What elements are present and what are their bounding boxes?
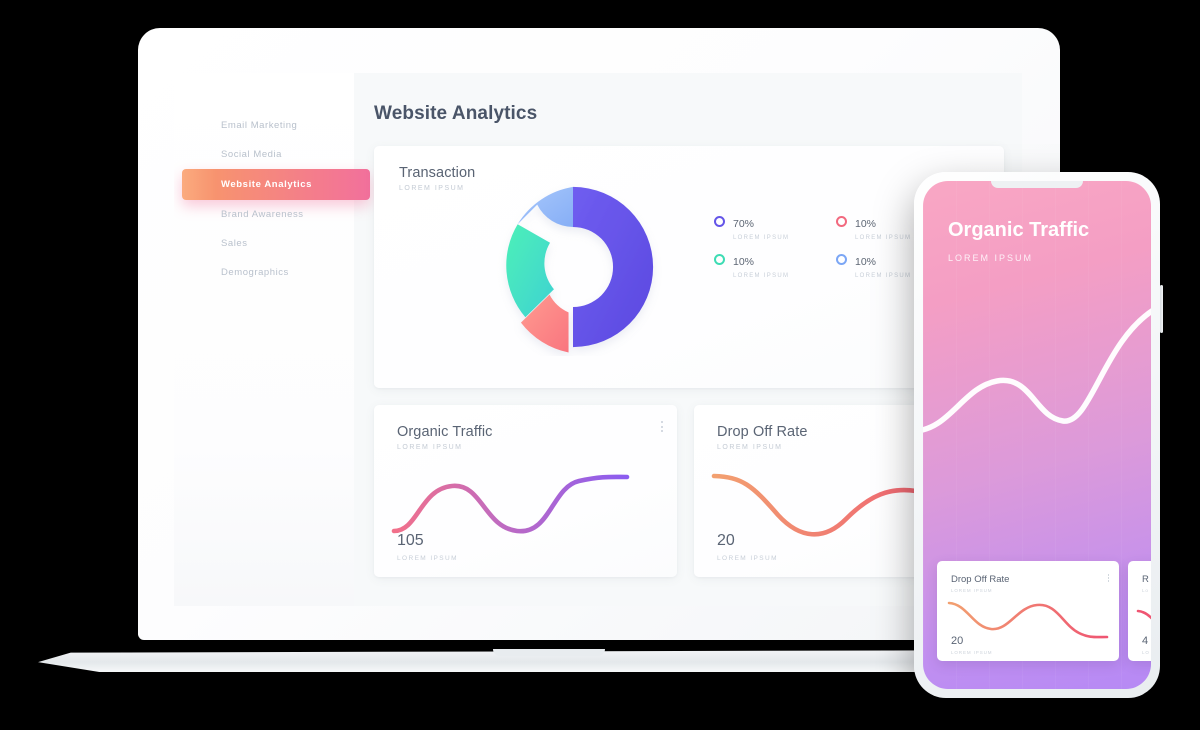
transaction-card: Transaction LOREM IPSUM bbox=[374, 146, 1004, 388]
donut-slice-teal bbox=[506, 224, 554, 318]
laptop-screen: Email Marketing Social Media Website Ana… bbox=[174, 73, 1022, 606]
legend-sublabel: LOREM IPSUM bbox=[855, 273, 912, 279]
card-title: Drop Off Rate bbox=[717, 424, 808, 440]
legend-sublabel: LOREM IPSUM bbox=[733, 273, 790, 279]
legend-ring-icon bbox=[836, 254, 847, 265]
sidebar-item-label: Sales bbox=[221, 238, 248, 249]
laptop-base-wedge bbox=[38, 650, 1060, 672]
sidebar-item-brand-awareness[interactable]: Brand Awareness bbox=[174, 200, 354, 229]
legend-ring-icon bbox=[836, 216, 847, 227]
donut-slice-purple bbox=[573, 186, 654, 348]
phone-screen: Organic Traffic LOREM IPSUM Drop Off Rat… bbox=[923, 181, 1151, 689]
more-options-icon[interactable] bbox=[661, 421, 663, 432]
main-content: Website Analytics Transaction LOREM IPSU… bbox=[354, 73, 1022, 606]
sidebar-item-email-marketing[interactable]: Email Marketing bbox=[174, 111, 354, 140]
legend-sublabel: LOREM IPSUM bbox=[855, 235, 912, 241]
sidebar-item-label: Social Media bbox=[221, 149, 282, 160]
phone-secondary-card: R Lo 4 LO bbox=[1128, 561, 1151, 661]
legend-ring-icon bbox=[714, 254, 725, 265]
dashboard: Email Marketing Social Media Website Ana… bbox=[174, 73, 1022, 606]
phone-page-subtitle: LOREM IPSUM bbox=[948, 253, 1034, 263]
card-title: Transaction bbox=[399, 165, 476, 181]
donut-chart bbox=[484, 178, 662, 356]
card-subtitle: LOREM IPSUM bbox=[951, 588, 993, 593]
legend-ring-icon bbox=[714, 216, 725, 227]
legend-item[interactable]: 10% LOREM IPSUM bbox=[714, 252, 836, 290]
card-subtitle: LOREM IPSUM bbox=[399, 185, 465, 192]
card-subtitle: LOREM IPSUM bbox=[397, 444, 463, 451]
donut-slice-blue bbox=[517, 186, 573, 227]
donut-legend: 70% LOREM IPSUM 10% LOREM IPSUM bbox=[714, 214, 958, 290]
legend-percent: 10% bbox=[855, 218, 877, 230]
sidebar-item-label: Demographics bbox=[221, 267, 289, 278]
phone-drop-off-rate-card: Drop Off Rate LOREM IPSUM 2 bbox=[937, 561, 1119, 661]
card-subtitle: LOREM IPSUM bbox=[717, 444, 783, 451]
legend-item[interactable]: 10% LOREM IPSUM bbox=[836, 214, 958, 252]
sidebar-item-demographics[interactable]: Demographics bbox=[174, 258, 354, 287]
page-title: Website Analytics bbox=[374, 103, 538, 124]
phone-hero-line-chart bbox=[923, 308, 1151, 433]
phone-mockup: Organic Traffic LOREM IPSUM Drop Off Rat… bbox=[914, 172, 1163, 698]
drop-off-rate-value: 20 bbox=[717, 532, 735, 549]
laptop-mockup: Email Marketing Social Media Website Ana… bbox=[38, 28, 1060, 672]
organic-traffic-card: Organic Traffic LOREM IPSUM bbox=[374, 405, 677, 577]
phone-drop-off-sparkline bbox=[947, 601, 1109, 639]
organic-traffic-value-sublabel: LOREM IPSUM bbox=[397, 555, 458, 562]
sidebar: Email Marketing Social Media Website Ana… bbox=[174, 73, 370, 606]
laptop-base bbox=[38, 640, 1060, 674]
phone-secondary-value: 4 bbox=[1142, 635, 1149, 647]
phone-drop-off-value: 20 bbox=[951, 635, 964, 647]
legend-item[interactable]: 70% LOREM IPSUM bbox=[714, 214, 836, 252]
legend-percent: 10% bbox=[733, 256, 755, 268]
stat-card-row: Organic Traffic LOREM IPSUM bbox=[374, 405, 1004, 577]
legend-item[interactable]: 10% LOREM IPSUM bbox=[836, 252, 958, 290]
card-subtitle: Lo bbox=[1142, 588, 1149, 593]
phone-side-button[interactable] bbox=[1159, 285, 1163, 333]
phone-notch bbox=[991, 181, 1083, 188]
card-title: Organic Traffic bbox=[397, 424, 493, 440]
donut-slice-salmon bbox=[520, 294, 569, 353]
legend-sublabel: LOREM IPSUM bbox=[733, 235, 790, 241]
legend-percent: 10% bbox=[855, 256, 877, 268]
phone-drop-off-value-sublabel: LOREM IPSUM bbox=[951, 650, 993, 655]
sidebar-item-website-analytics[interactable]: Website Analytics bbox=[182, 169, 370, 200]
phone-card-row: Drop Off Rate LOREM IPSUM 2 bbox=[937, 561, 1151, 661]
laptop-base-notch bbox=[493, 649, 605, 656]
sidebar-item-label: Email Marketing bbox=[221, 120, 298, 131]
phone-page-title: Organic Traffic bbox=[948, 219, 1090, 241]
drop-off-rate-value-sublabel: LOREM IPSUM bbox=[717, 555, 778, 562]
donut-chart-svg bbox=[506, 186, 654, 353]
more-options-icon[interactable] bbox=[1107, 574, 1109, 582]
sidebar-item-label: Brand Awareness bbox=[221, 209, 304, 220]
organic-traffic-sparkline bbox=[391, 474, 630, 534]
card-title: R bbox=[1142, 574, 1149, 585]
phone-secondary-value-sublabel: LO bbox=[1142, 650, 1150, 655]
card-title: Drop Off Rate bbox=[951, 574, 1010, 585]
sidebar-item-label: Website Analytics bbox=[221, 179, 312, 190]
organic-traffic-value: 105 bbox=[397, 532, 424, 549]
sidebar-item-social-media[interactable]: Social Media bbox=[174, 140, 354, 169]
sidebar-item-sales[interactable]: Sales bbox=[174, 229, 354, 258]
legend-percent: 70% bbox=[733, 218, 755, 230]
